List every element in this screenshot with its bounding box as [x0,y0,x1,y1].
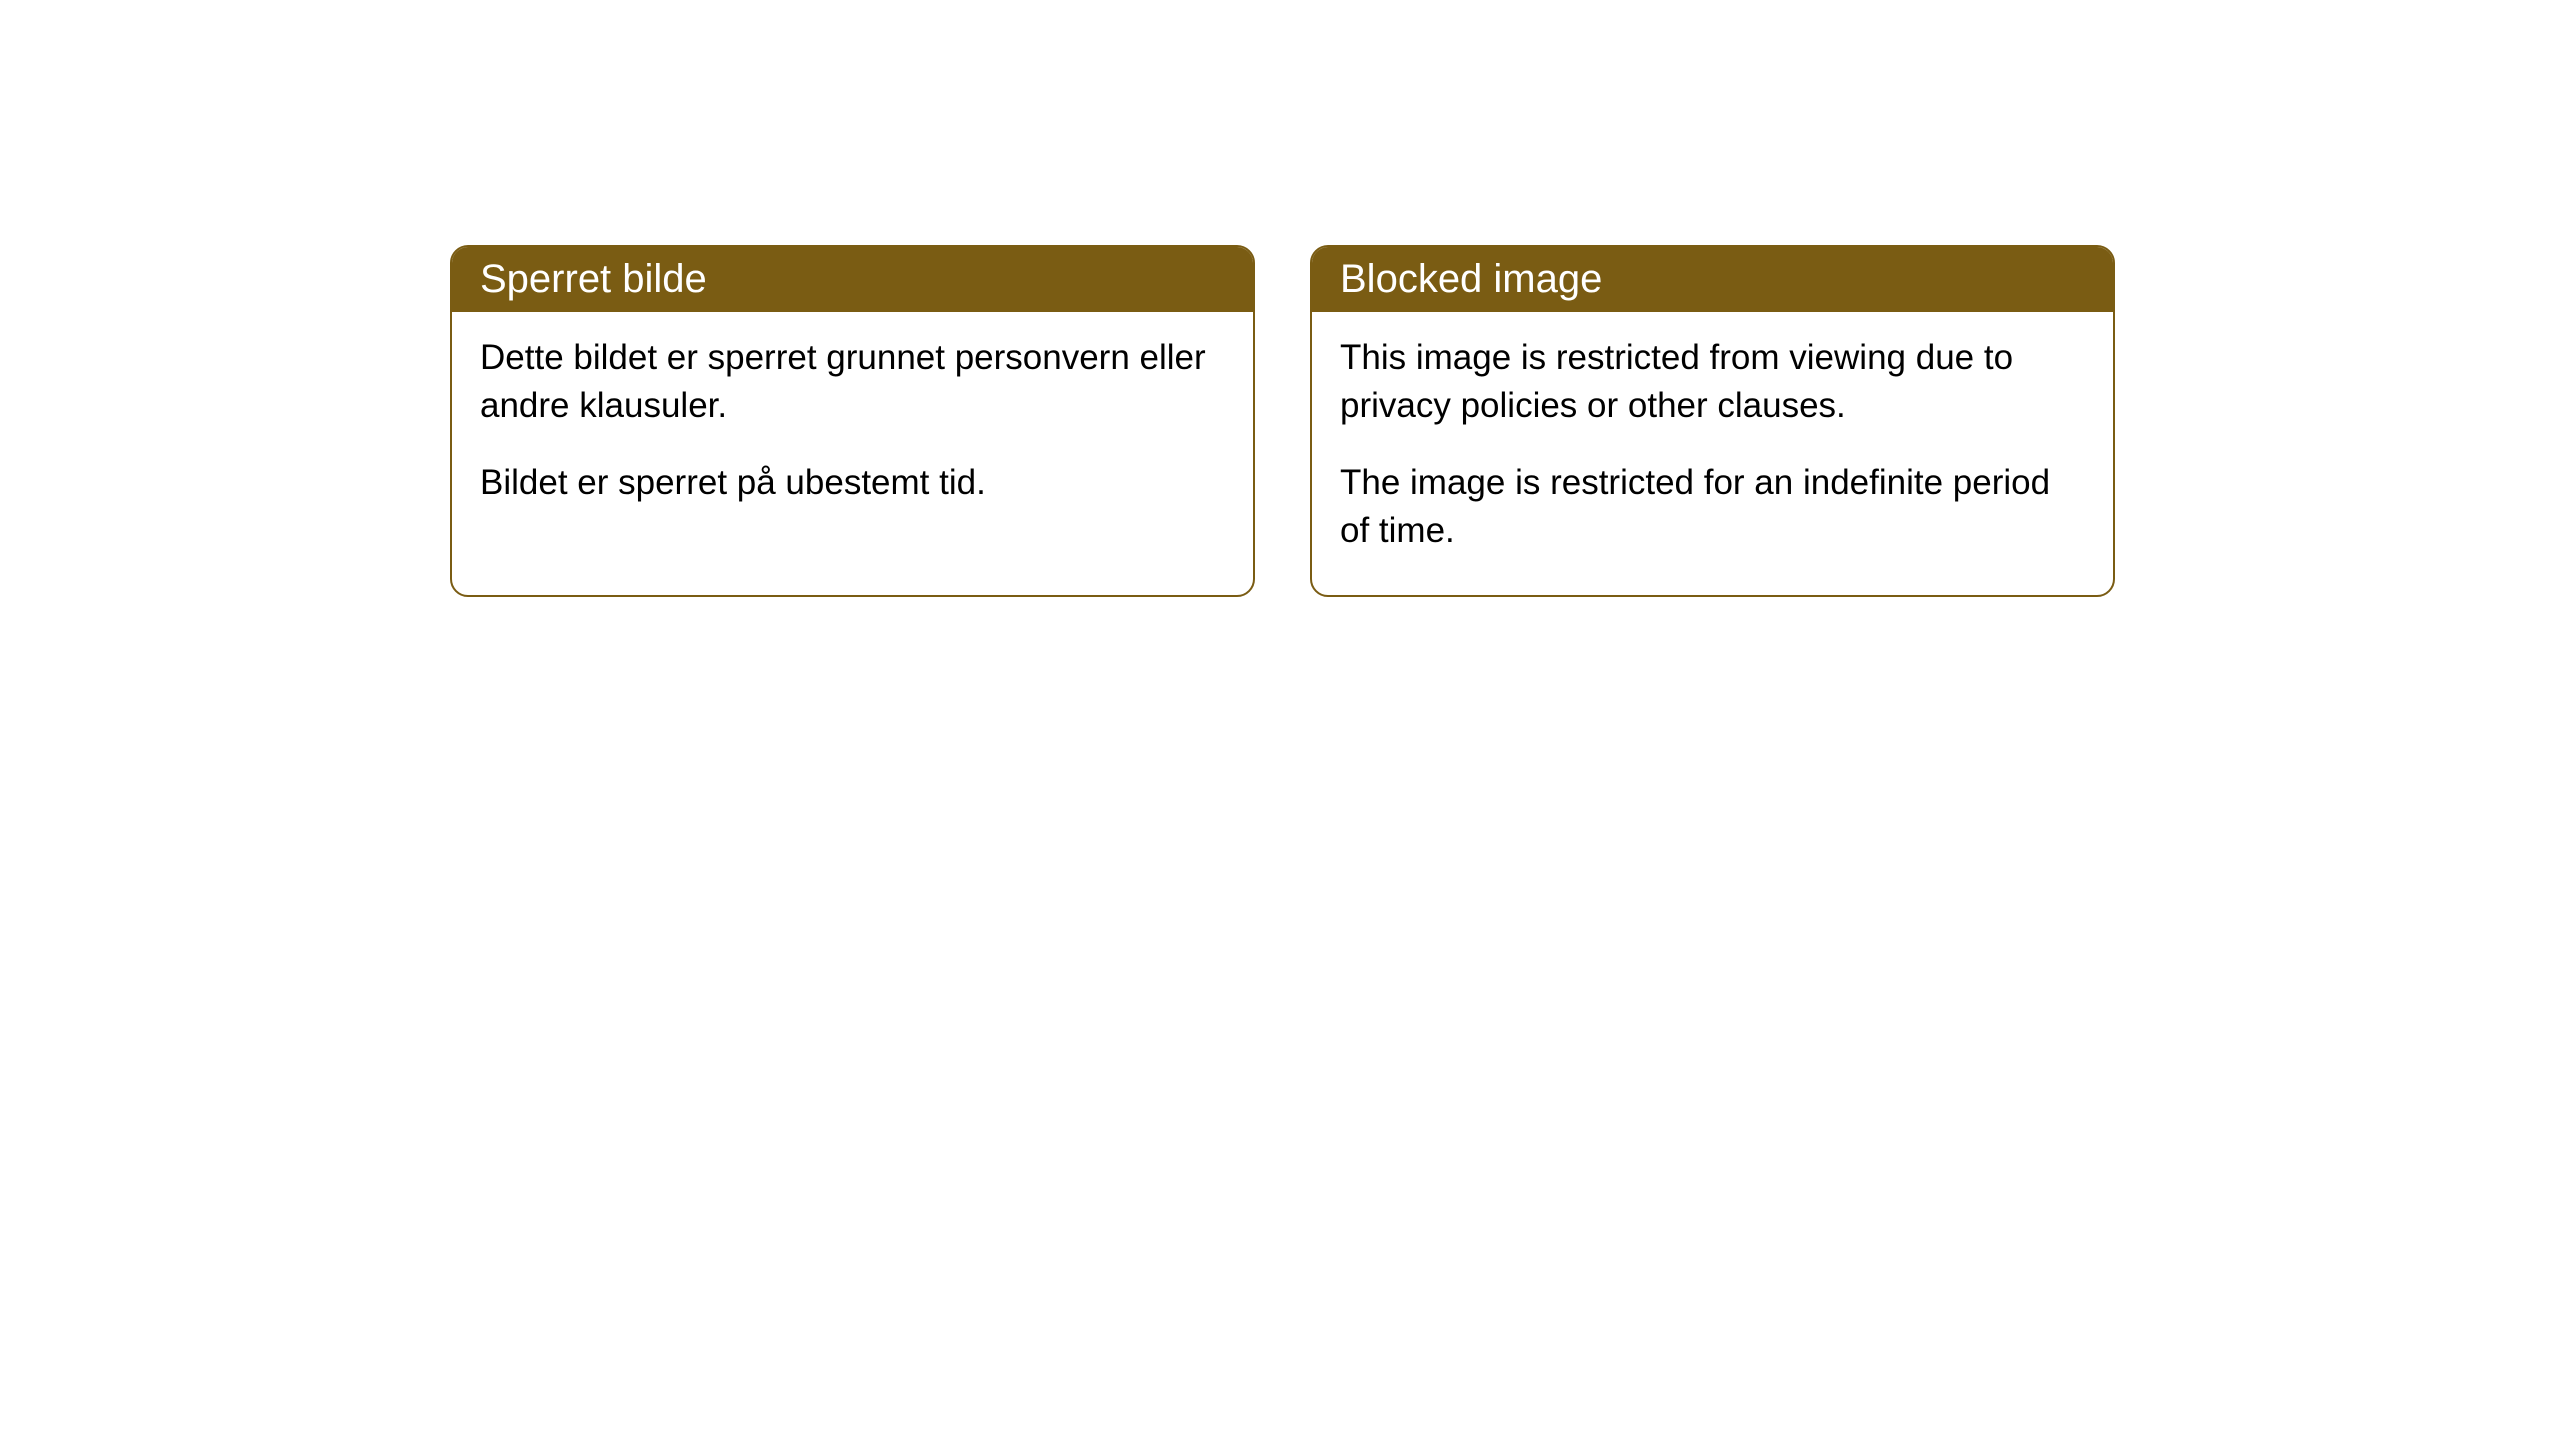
card-header: Blocked image [1312,247,2113,312]
card-paragraph: Dette bildet er sperret grunnet personve… [480,334,1225,431]
card-paragraph: The image is restricted for an indefinit… [1340,459,2085,556]
card-title: Sperret bilde [480,257,707,301]
cards-container: Sperret bilde Dette bildet er sperret gr… [450,245,2115,597]
card-paragraph: Bildet er sperret på ubestemt tid. [480,459,1225,507]
blocked-image-card-english: Blocked image This image is restricted f… [1310,245,2115,597]
blocked-image-card-norwegian: Sperret bilde Dette bildet er sperret gr… [450,245,1255,597]
card-body: This image is restricted from viewing du… [1312,312,2113,595]
card-body: Dette bildet er sperret grunnet personve… [452,312,1253,547]
card-title: Blocked image [1340,257,1602,301]
card-header: Sperret bilde [452,247,1253,312]
card-paragraph: This image is restricted from viewing du… [1340,334,2085,431]
